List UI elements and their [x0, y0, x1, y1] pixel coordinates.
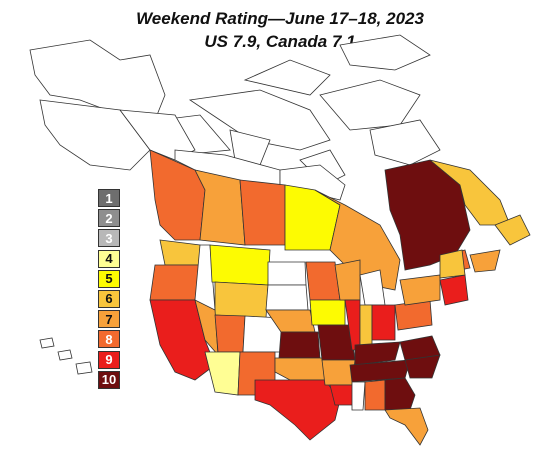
region-alberta	[194, 169, 246, 246]
legend-label-5: 5	[105, 271, 113, 287]
legend-label-7: 7	[105, 311, 113, 327]
state-georgia	[384, 377, 416, 411]
rating-legend: 1 2 3 4 5 6 7 8 9 10	[98, 189, 120, 391]
state-new-england	[439, 274, 469, 306]
state-virginia	[399, 335, 441, 361]
legend-swatch-4: 4	[98, 249, 120, 268]
state-south-dakota	[265, 284, 309, 311]
legend-swatch-1: 1	[98, 189, 120, 207]
legend-label-10: 10	[101, 372, 117, 388]
state-florida	[384, 407, 429, 446]
state-north-dakota	[267, 261, 307, 286]
state-mississippi	[351, 381, 366, 411]
legend-swatch-7: 7	[98, 310, 120, 329]
state-wyoming	[214, 281, 269, 319]
legend-label-8: 8	[105, 331, 113, 347]
state-pennsylvania	[394, 299, 433, 331]
legend-label-4: 4	[105, 251, 113, 267]
region-saskatchewan	[239, 179, 286, 246]
region-nova-scotia	[469, 249, 501, 273]
state-montana	[209, 244, 271, 286]
legend-swatch-8: 8	[98, 330, 120, 349]
arctic-islands	[29, 34, 441, 186]
legend-label-1: 1	[105, 190, 113, 206]
state-maine	[439, 249, 466, 279]
legend-label-6: 6	[105, 291, 113, 307]
state-minnesota	[305, 261, 341, 301]
state-new-york	[399, 274, 441, 306]
hawaii-islands	[39, 337, 93, 375]
state-arizona	[204, 351, 241, 396]
region-newfoundland	[494, 214, 531, 246]
state-oklahoma	[274, 357, 326, 381]
state-wisconsin	[334, 259, 361, 301]
state-kentucky	[354, 341, 401, 366]
legend-swatch-3: 3	[98, 229, 120, 248]
legend-label-3: 3	[105, 230, 113, 246]
state-texas	[254, 379, 341, 441]
legend-swatch-5: 5	[98, 269, 120, 288]
map-title: Weekend Rating—June 17–18, 2023	[136, 9, 424, 28]
legend-swatch-9: 9	[98, 350, 120, 369]
state-utah	[214, 314, 246, 353]
state-oregon	[149, 264, 201, 301]
legend-label-9: 9	[105, 352, 113, 367]
legend-label-2: 2	[105, 210, 113, 226]
state-iowa	[309, 299, 346, 326]
legend-swatch-10: 10	[98, 370, 120, 389]
state-washington	[159, 239, 201, 266]
state-ohio	[371, 304, 396, 341]
northern-territories	[39, 99, 346, 201]
state-kansas	[278, 331, 321, 359]
legend-swatch-6: 6	[98, 289, 120, 308]
state-indiana	[359, 304, 373, 346]
legend-swatch-2: 2	[98, 209, 120, 228]
state-arkansas	[321, 359, 356, 386]
map-subtitle: US 7.9, Canada 7.1	[204, 32, 356, 51]
state-alabama	[364, 379, 386, 411]
